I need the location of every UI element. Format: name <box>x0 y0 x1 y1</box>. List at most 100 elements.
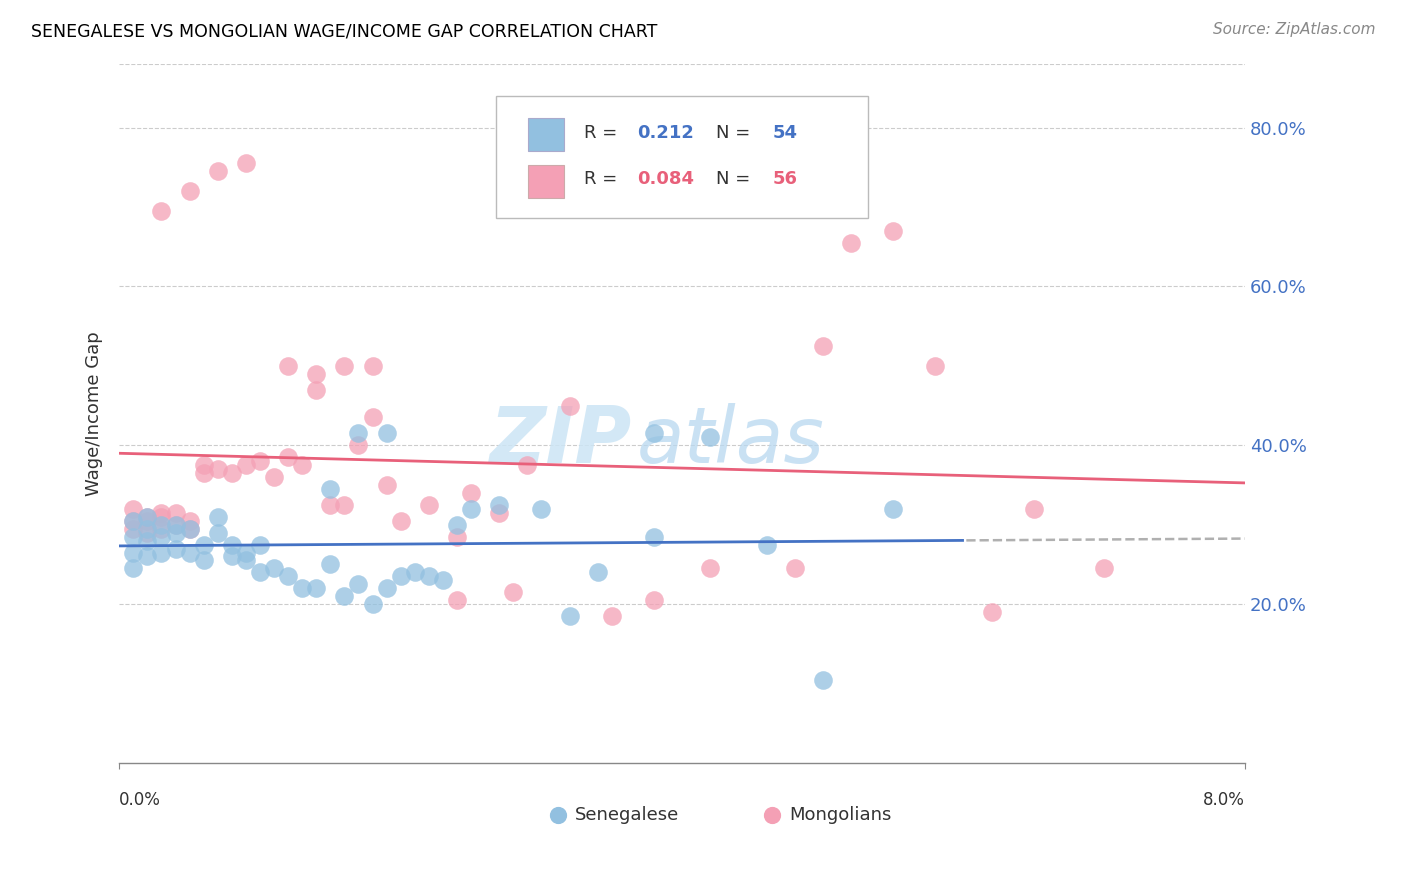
Point <box>179 522 201 536</box>
Point <box>179 522 201 536</box>
Point <box>418 569 440 583</box>
Text: R =: R = <box>583 124 617 142</box>
Point <box>333 498 356 512</box>
Point <box>235 458 257 472</box>
Point <box>375 426 398 441</box>
Point <box>699 561 721 575</box>
Point <box>361 359 384 373</box>
Point <box>249 537 271 551</box>
Point <box>207 509 229 524</box>
Point <box>221 537 243 551</box>
Point <box>516 458 538 472</box>
Point <box>207 164 229 178</box>
Point <box>150 509 173 524</box>
Point <box>136 533 159 548</box>
Point <box>600 609 623 624</box>
FancyBboxPatch shape <box>496 95 868 218</box>
Point <box>122 530 145 544</box>
Point <box>305 581 328 595</box>
Point <box>277 569 299 583</box>
Point <box>136 509 159 524</box>
Point <box>122 545 145 559</box>
Point <box>150 506 173 520</box>
Point <box>643 426 665 441</box>
Point <box>122 522 145 536</box>
Point <box>375 581 398 595</box>
Point <box>586 566 609 580</box>
Point <box>179 545 201 559</box>
Point <box>122 514 145 528</box>
FancyBboxPatch shape <box>527 165 564 198</box>
Point <box>755 537 778 551</box>
Point <box>924 359 946 373</box>
Point <box>165 525 187 540</box>
Point <box>150 517 173 532</box>
Point <box>291 581 314 595</box>
Point <box>375 478 398 492</box>
Point <box>150 204 173 219</box>
Point <box>235 545 257 559</box>
Point <box>319 558 342 572</box>
Text: ZIP: ZIP <box>489 403 631 480</box>
Point <box>319 482 342 496</box>
Point <box>558 609 581 624</box>
Point <box>136 522 159 536</box>
Point <box>305 383 328 397</box>
Point <box>136 509 159 524</box>
Point <box>263 470 285 484</box>
Point <box>122 514 145 528</box>
Text: Mongolians: Mongolians <box>789 806 891 824</box>
Point <box>530 501 553 516</box>
Point <box>811 339 834 353</box>
Y-axis label: Wage/Income Gap: Wage/Income Gap <box>86 331 103 496</box>
Point <box>980 605 1002 619</box>
Point <box>136 514 159 528</box>
Point <box>643 593 665 607</box>
Point <box>136 525 159 540</box>
Point <box>221 466 243 480</box>
Point <box>333 359 356 373</box>
Point <box>460 501 482 516</box>
Point <box>347 577 370 591</box>
Point <box>347 438 370 452</box>
Text: 0.212: 0.212 <box>637 124 695 142</box>
Point <box>502 585 524 599</box>
Point <box>207 462 229 476</box>
Point <box>1022 501 1045 516</box>
Point <box>249 454 271 468</box>
FancyBboxPatch shape <box>527 118 564 152</box>
Point <box>122 501 145 516</box>
Text: 56: 56 <box>772 170 797 188</box>
Text: R =: R = <box>583 170 617 188</box>
Point <box>193 466 215 480</box>
Point <box>389 514 412 528</box>
Point <box>150 530 173 544</box>
Text: Senegalese: Senegalese <box>575 806 679 824</box>
Point <box>165 541 187 556</box>
Point <box>305 367 328 381</box>
Point <box>389 569 412 583</box>
Point <box>122 561 145 575</box>
Point <box>221 549 243 564</box>
Point <box>193 553 215 567</box>
Text: SENEGALESE VS MONGOLIAN WAGE/INCOME GAP CORRELATION CHART: SENEGALESE VS MONGOLIAN WAGE/INCOME GAP … <box>31 22 658 40</box>
Point <box>882 224 904 238</box>
Point <box>179 184 201 198</box>
Point <box>558 399 581 413</box>
Point <box>446 593 468 607</box>
Point <box>165 517 187 532</box>
Point <box>347 426 370 441</box>
Point <box>488 506 510 520</box>
Point <box>319 498 342 512</box>
Point <box>333 589 356 603</box>
Point <box>235 553 257 567</box>
Point <box>235 156 257 170</box>
Point <box>193 458 215 472</box>
Point <box>136 549 159 564</box>
Point <box>446 530 468 544</box>
Text: 0.084: 0.084 <box>637 170 695 188</box>
Point <box>488 498 510 512</box>
Point <box>277 359 299 373</box>
Point <box>150 522 173 536</box>
Point <box>882 501 904 516</box>
